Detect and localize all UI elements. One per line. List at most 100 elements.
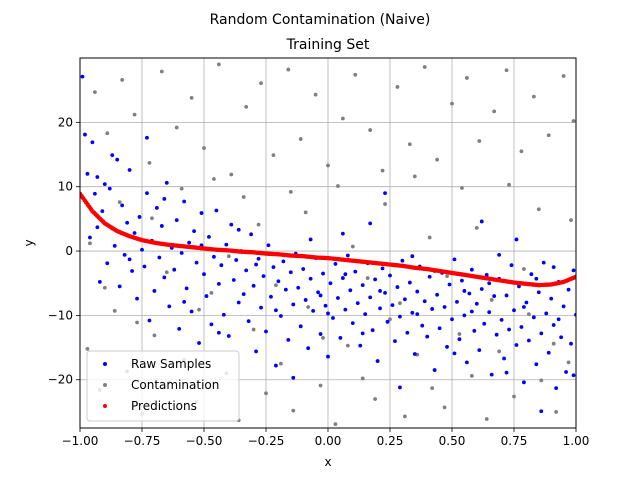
contamination-point [442, 405, 447, 410]
raw-sample-point [534, 276, 539, 281]
raw-sample-point [534, 362, 539, 367]
raw-sample-point [343, 307, 348, 312]
raw-sample-point [380, 266, 385, 271]
contamination-point [398, 301, 402, 306]
raw-sample-point [328, 281, 333, 286]
contamination-point [474, 225, 479, 230]
raw-sample-point [507, 327, 511, 332]
raw-sample-point [266, 243, 271, 248]
raw-sample-point [209, 322, 214, 327]
contamination-point [174, 125, 179, 130]
contamination-point [569, 218, 573, 223]
contamination-point [445, 274, 449, 279]
raw-sample-point [383, 290, 387, 295]
contamination-point [274, 283, 278, 288]
raw-sample-point [539, 409, 544, 414]
x-tick-label: 0.50 [439, 434, 466, 448]
contamination-point [159, 69, 164, 74]
raw-sample-point [125, 220, 130, 225]
raw-sample-point [159, 224, 164, 228]
contamination-point [536, 207, 541, 212]
contamination-point [507, 182, 511, 187]
raw-sample-point [504, 370, 509, 375]
x-tick-label: 0.75 [501, 434, 528, 448]
contamination-point [85, 346, 90, 351]
raw-sample-point [145, 135, 149, 140]
contamination-point [380, 168, 385, 173]
raw-sample-point [249, 232, 254, 237]
raw-sample-point [425, 334, 430, 339]
raw-sample-point [162, 275, 167, 280]
raw-sample-point [435, 292, 440, 297]
raw-sample-point [415, 289, 420, 294]
raw-sample-point [154, 206, 159, 210]
raw-sample-point [234, 258, 239, 262]
raw-sample-point [355, 301, 360, 306]
contamination-point [271, 153, 276, 158]
contamination-point [566, 360, 571, 365]
raw-sample-point [326, 311, 330, 316]
contamination-point [256, 222, 261, 227]
raw-sample-point [457, 337, 462, 342]
raw-sample-point [360, 331, 365, 336]
raw-sample-point [254, 262, 258, 267]
contamination-point [430, 386, 435, 391]
raw-sample-point [482, 321, 487, 326]
raw-sample-point [286, 337, 291, 342]
legend-label-raw-samples: Raw Samples [131, 357, 211, 371]
chart-title: Training Set [286, 37, 370, 53]
contamination-point [497, 349, 502, 354]
raw-sample-point [519, 325, 524, 329]
contamination-point [117, 200, 122, 205]
contamination-point [412, 174, 417, 179]
raw-sample-point [244, 268, 249, 273]
legend-marker-predictions [103, 404, 107, 408]
raw-sample-point [95, 225, 100, 230]
raw-sample-point [509, 263, 514, 268]
contamination-point [395, 85, 400, 89]
raw-sample-point [455, 299, 459, 304]
contamination-point [179, 186, 184, 191]
raw-sample-point [450, 317, 454, 322]
chart-suptitle: Random Contamination (Naive) [210, 12, 431, 28]
raw-sample-point [539, 331, 544, 336]
raw-sample-point [442, 305, 447, 309]
raw-sample-point [301, 267, 306, 271]
contamination-point [373, 397, 378, 401]
raw-sample-point [112, 243, 117, 248]
contamination-point [326, 163, 330, 168]
raw-sample-point [370, 328, 375, 333]
raw-sample-point [321, 271, 325, 276]
contamination-point [164, 270, 169, 275]
raw-sample-point [343, 272, 348, 277]
raw-sample-point [147, 318, 152, 323]
raw-sample-point [452, 257, 457, 262]
raw-sample-point [132, 231, 137, 235]
raw-sample-point [529, 272, 534, 277]
legend-label-contamination: Contamination [131, 378, 219, 392]
raw-sample-point [497, 253, 502, 257]
contamination-point [212, 177, 216, 181]
raw-sample-point [544, 311, 549, 316]
raw-sample-point [291, 302, 296, 307]
raw-sample-point [236, 227, 241, 232]
raw-sample-point [564, 370, 568, 374]
contamination-point [539, 378, 544, 383]
raw-sample-point [308, 237, 313, 242]
raw-sample-point [477, 348, 482, 353]
raw-sample-point [388, 273, 392, 278]
raw-sample-point [194, 260, 199, 265]
raw-sample-point [378, 289, 382, 293]
contamination-point [216, 62, 221, 67]
raw-sample-point [410, 254, 415, 259]
contamination-point [368, 128, 373, 132]
raw-sample-point [274, 363, 278, 368]
raw-sample-point [460, 278, 464, 283]
raw-sample-point [296, 285, 301, 290]
raw-sample-point [281, 259, 286, 264]
contamination-point [226, 254, 231, 259]
y-tick-label: −10 [48, 308, 73, 322]
raw-sample-point [393, 339, 397, 344]
raw-sample-point [452, 351, 457, 356]
raw-sample-point [182, 199, 187, 204]
